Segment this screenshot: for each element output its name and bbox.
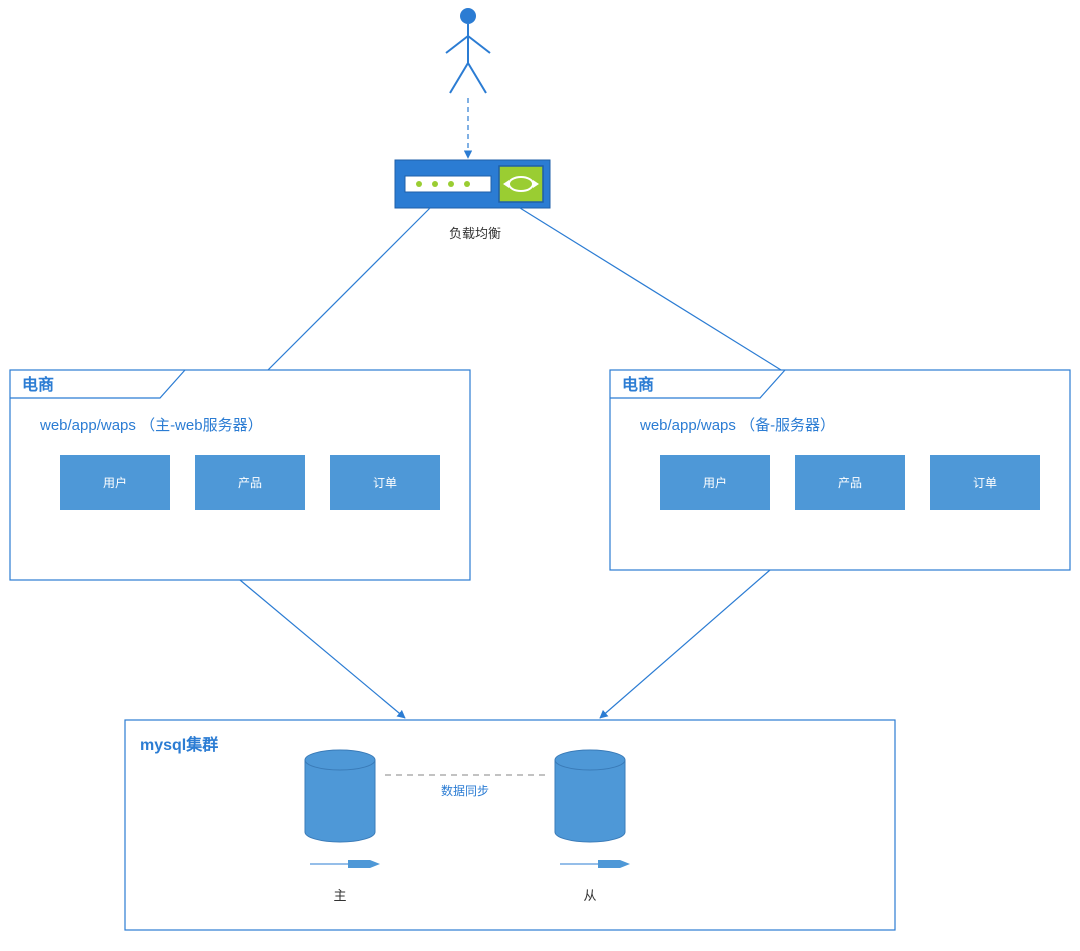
load-balancer-icon <box>395 160 550 208</box>
architecture-diagram: 负载均衡 电商 web/app/waps （主-web服务器） 用户 产品 订单… <box>0 0 1080 951</box>
module-label: 用户 <box>703 475 727 490</box>
module-label: 产品 <box>238 476 262 490</box>
server-primary-subtitle: web/app/waps （主-web服务器） <box>39 417 263 434</box>
db-cluster: mysql集群 主 <box>125 720 895 930</box>
module-label: 订单 <box>973 476 997 490</box>
server-primary-title: 电商 <box>22 375 54 394</box>
db-slave-icon <box>555 750 625 842</box>
edge-lb-backup <box>520 208 810 388</box>
server-backup-title: 电商 <box>622 375 654 394</box>
actor-icon <box>446 8 490 93</box>
edge-backup-db <box>600 570 770 718</box>
module-label: 用户 <box>103 475 127 490</box>
db-master-icon <box>305 750 375 842</box>
server-backup: 电商 web/app/waps （备-服务器） 用户 产品 订单 <box>610 370 1070 570</box>
db-slave-label: 从 <box>583 888 596 903</box>
db-cluster-title: mysql集群 <box>140 735 218 754</box>
module-label: 产品 <box>838 476 862 490</box>
db-sync-label: 数据同步 <box>441 783 489 798</box>
db-master-label: 主 <box>333 888 346 903</box>
load-balancer-label: 负载均衡 <box>449 226 501 241</box>
module-label: 订单 <box>373 476 397 490</box>
edge-lb-primary <box>250 208 430 388</box>
edge-primary-db <box>240 580 405 718</box>
server-primary: 电商 web/app/waps （主-web服务器） 用户 产品 订单 <box>10 370 470 580</box>
server-backup-subtitle: web/app/waps （备-服务器） <box>639 417 835 434</box>
